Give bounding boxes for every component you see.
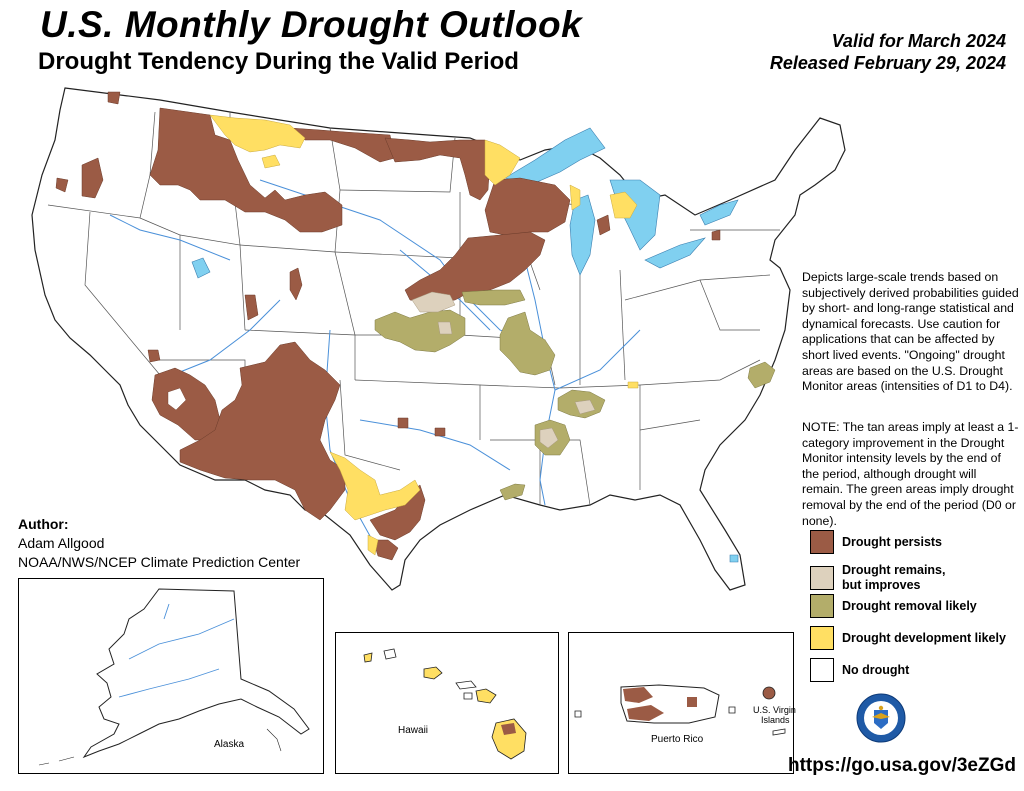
author-org: NOAA/NWS/NCEP Climate Prediction Center (18, 554, 301, 570)
hawaii-label: Hawaii (398, 725, 429, 736)
note-text: NOTE: The tan areas imply at least a 1-c… (802, 420, 1019, 528)
puerto-rico-label: Puerto Rico (651, 734, 704, 745)
author-block: Author: Adam Allgood NOAA/NWS/NCEP Clima… (18, 515, 300, 572)
legend-item-development: Drought development likely (810, 626, 1006, 650)
legend-item-no-drought: No drought (810, 658, 909, 682)
valid-period: Valid for March 2024 Released February 2… (770, 30, 1006, 74)
lake-okeechobee (729, 554, 739, 563)
legend-swatch (810, 594, 834, 618)
virgin-islands-label-line2: Islands (761, 715, 790, 725)
legend-label: Drought remains, (842, 563, 946, 577)
legend-label-line2: but improves (842, 578, 921, 592)
legend-label: No drought (842, 662, 910, 677)
lake-erie (644, 237, 706, 269)
alaska-outline (82, 588, 310, 759)
author-name: Adam Allgood (18, 535, 105, 551)
valid-line: Valid for March 2024 (831, 31, 1006, 51)
drought-improves-areas (411, 291, 596, 449)
drought-persists-areas (55, 91, 721, 561)
map-subtitle: Drought Tendency During the Valid Period (38, 48, 519, 75)
legend-swatch (810, 626, 834, 650)
no-drought-pockets (167, 387, 187, 411)
drought-development-areas (209, 114, 639, 556)
alaska-map (38, 588, 310, 766)
lake-michigan (569, 194, 596, 276)
legend-swatch (810, 530, 834, 554)
legend-swatch (810, 658, 834, 682)
lake-ontario (699, 199, 739, 226)
url-link[interactable]: https://go.usa.gov/3eZGd (787, 755, 1016, 776)
legend-label: Drought development likely (842, 630, 1006, 645)
hawaii-inset: Hawaii (335, 632, 559, 774)
alaska-inset: Alaska (18, 578, 324, 774)
puerto-rico-inset: Puerto Rico U.S. Virgin Islands (568, 632, 796, 774)
map-title: U.S. Monthly Drought Outlook (40, 4, 583, 45)
legend-item-improves: Drought remains, but improves (810, 563, 946, 593)
hawaii-map (363, 648, 527, 760)
legend-label: Drought removal likely (842, 598, 977, 613)
description-text: Depicts large-scale trends based on subj… (802, 270, 1019, 394)
lake-superior (504, 127, 606, 186)
legend-swatch (810, 566, 834, 590)
legend-item-persists: Drought persists (810, 530, 942, 554)
legend-label: Drought persists (842, 534, 943, 549)
noaa-seal-icon (856, 693, 906, 743)
alaska-label: Alaska (214, 739, 245, 750)
great-salt-lake (191, 257, 211, 279)
legend-item-removal: Drought removal likely (810, 594, 977, 618)
author-heading: Author: (18, 516, 69, 532)
puerto-rico-map (574, 684, 786, 736)
great-lakes (191, 127, 739, 563)
released-line: Released February 29, 2024 (769, 53, 1006, 73)
virgin-islands-label-line1: U.S. Virgin (753, 705, 796, 715)
